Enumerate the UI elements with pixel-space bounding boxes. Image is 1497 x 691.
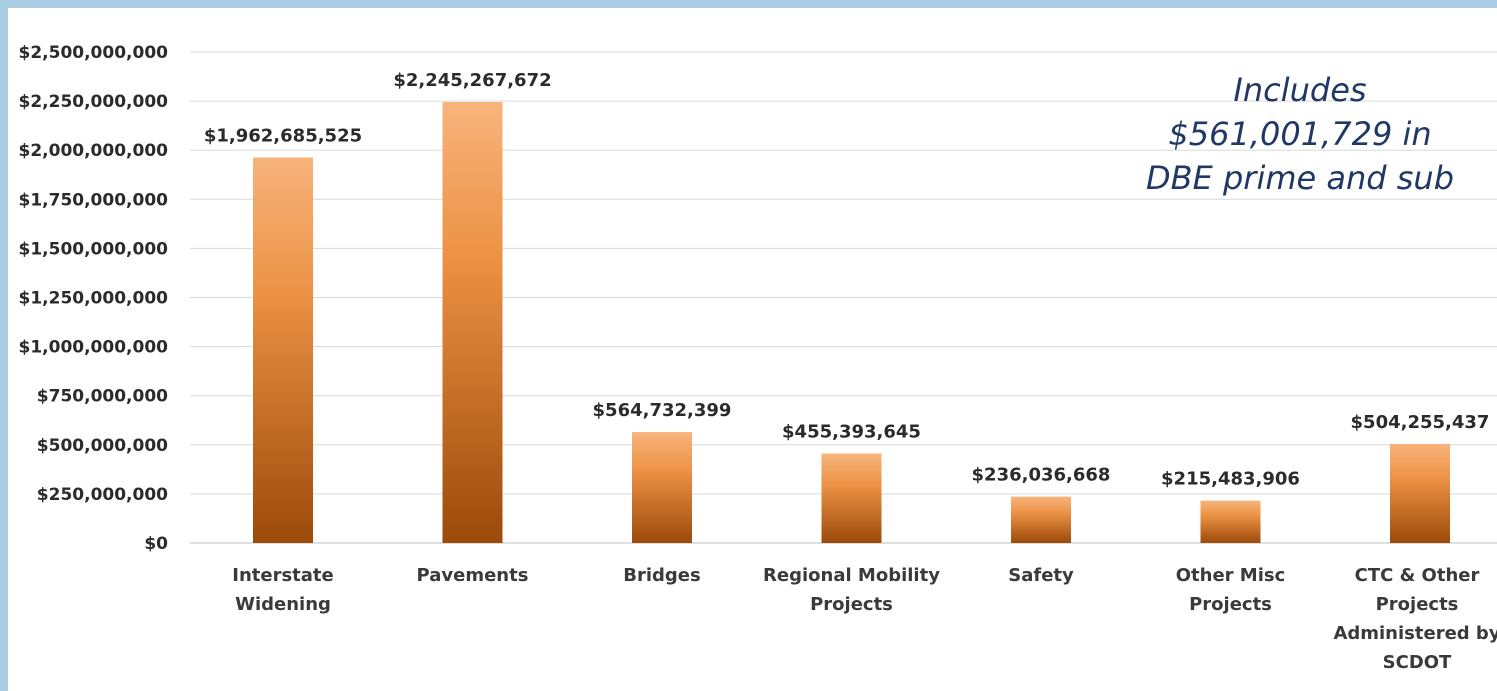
x-tick-label-line: Projects [810, 594, 893, 615]
x-axis-category-labels: Interstate Widening Pavements Bridges Region… [232, 565, 1497, 673]
data-label: $564,732,399 [593, 400, 732, 421]
x-tick-label-line: Interstate [232, 565, 333, 586]
data-label: $455,393,645 [782, 422, 921, 443]
frame-left-border [0, 0, 8, 691]
annotation-line-1: Includes [1233, 71, 1367, 109]
x-tick-label: Safety [1008, 565, 1074, 586]
bar [1011, 496, 1071, 543]
x-tick-label: Pavements [417, 565, 529, 586]
data-labels: $1,962,685,525 $2,245,267,672 $564,732,399… [204, 70, 1490, 490]
x-tick-label-line: Projects [1189, 594, 1272, 615]
data-label: $504,255,437 [1351, 412, 1490, 433]
y-tick-label: $1,750,000,000 [19, 190, 169, 210]
x-tick-label-line: Safety [1008, 565, 1074, 586]
bar [1200, 500, 1261, 543]
x-tick-label: Other Misc Projects [1176, 565, 1286, 615]
y-tick-label: $1,250,000,000 [19, 289, 169, 309]
y-tick-label: $1,000,000,000 [19, 338, 169, 358]
x-tick-label-line: Administered by [1333, 623, 1497, 644]
x-tick-label-line: CTC & Other [1355, 565, 1480, 586]
bar [632, 432, 692, 543]
data-label: $215,483,906 [1161, 469, 1300, 490]
y-tick-label: $2,000,000,000 [19, 141, 169, 161]
y-tick-label: $250,000,000 [37, 485, 168, 505]
x-tick-label-line: Bridges [623, 565, 700, 586]
data-label: $1,962,685,525 [204, 126, 362, 147]
x-tick-label: Interstate Widening [232, 565, 333, 615]
y-axis-tick-labels: $0 $250,000,000 $500,000,000 $750,000,000 $1… [19, 43, 169, 554]
x-tick-label-line: Widening [235, 594, 331, 615]
y-tick-label: $1,500,000,000 [19, 239, 169, 259]
y-tick-label: $750,000,000 [37, 387, 168, 407]
x-tick-label: CTC & Other Projects Administered by SCDOT [1333, 565, 1497, 673]
bars [253, 102, 1450, 544]
bar [442, 102, 503, 544]
bar [821, 453, 882, 543]
x-tick-label-line: Other Misc [1176, 565, 1286, 586]
x-tick-label-line: Regional Mobility [763, 565, 940, 586]
frame-top-border [0, 0, 1497, 8]
x-tick-label: Regional Mobility Projects [763, 565, 940, 615]
x-tick-label: Bridges [623, 565, 700, 586]
y-tick-label: $500,000,000 [37, 436, 168, 456]
x-tick-label-line: SCDOT [1383, 652, 1452, 673]
annotation-line-2: $561,001,729 in [1168, 115, 1432, 153]
y-tick-label: $0 [144, 534, 168, 554]
x-tick-label-line: Projects [1376, 594, 1459, 615]
data-label: $2,245,267,672 [393, 70, 551, 91]
data-label: $236,036,668 [972, 465, 1111, 486]
bar [1390, 443, 1450, 543]
dbe-annotation: Includes $561,001,729 in DBE prime and s… [1130, 68, 1470, 200]
x-tick-label-line: Pavements [417, 565, 529, 586]
annotation-line-3: DBE prime and sub [1145, 159, 1454, 197]
y-tick-label: $2,250,000,000 [19, 92, 169, 112]
bar [253, 157, 313, 543]
y-tick-label: $2,500,000,000 [19, 43, 169, 63]
